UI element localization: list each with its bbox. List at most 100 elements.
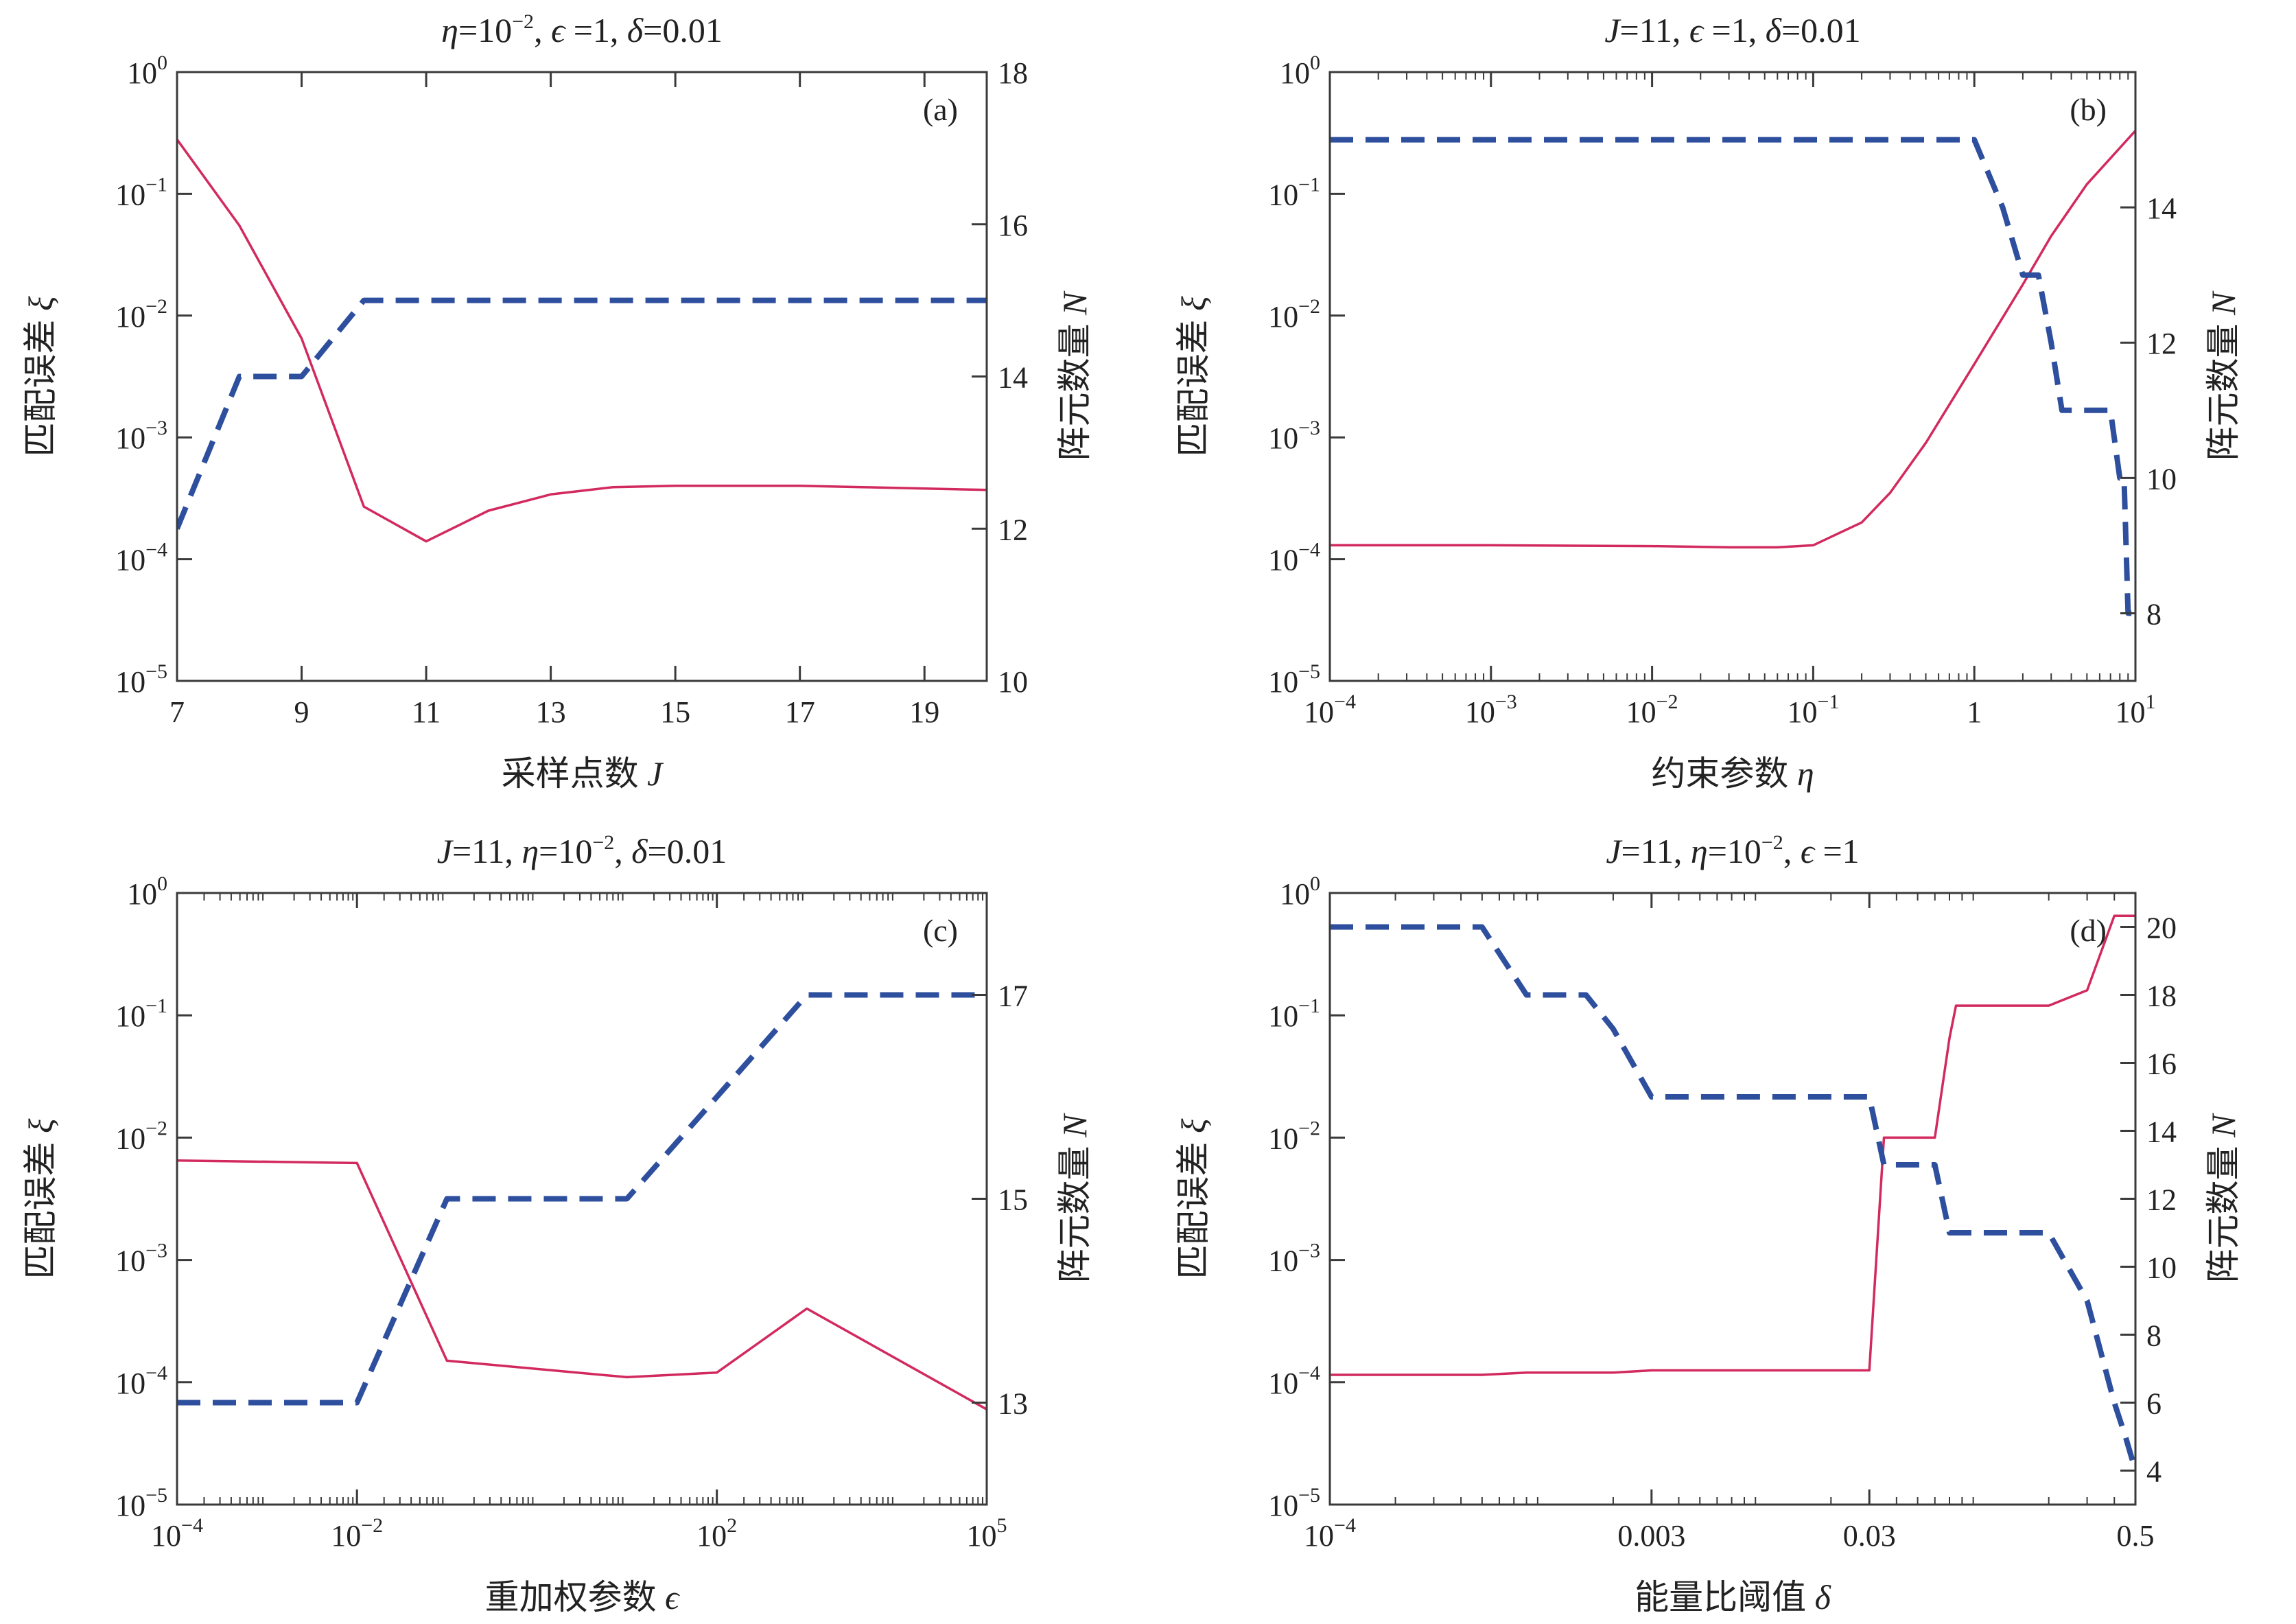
series-line-n-count-1	[1330, 924, 2135, 1472]
y-right-tick-label: 13	[998, 1387, 1028, 1421]
x-tick-label: 102	[696, 1514, 737, 1553]
x-tick-label: 10−2	[331, 1514, 383, 1553]
y-right-axis-label: 阵元数量 N	[1055, 1113, 1094, 1284]
series-line-n-count-1	[177, 297, 987, 530]
x-tick-label: 1	[1967, 695, 1982, 729]
x-tick-label: 10−4	[1304, 691, 1356, 729]
x-axis-label: 能量比阈值 δ	[1635, 1578, 1831, 1616]
x-tick-label: 10−1	[1787, 691, 1839, 729]
x-tick-label: 19	[909, 695, 939, 729]
y-left-axis-label: 匹配误差 ξ	[1174, 1118, 1213, 1279]
chart-panel-a: 7 9 11 13 15 17 19 100 10−1 10−2 10−3 10−4 10−5 10 12 1…	[21, 10, 1094, 793]
panel-label: (a)	[923, 92, 958, 127]
y-left-tick-label: 10−4	[1268, 539, 1320, 577]
series-line-error-0	[177, 1159, 987, 1411]
x-tick-label: 0.03	[1843, 1519, 1896, 1553]
y-right-tick-label: 18	[2146, 979, 2177, 1013]
y-left-tick-label: 10−1	[1268, 995, 1320, 1033]
x-axis-label: 重加权参数 ϵ	[485, 1578, 681, 1616]
series-line-n-count-1	[177, 992, 987, 1406]
panel-title: J=11, η=10−2, ϵ =1	[1606, 831, 1859, 870]
chart-panel-d: 10−4 0.003 0.03 0.510010−110−210−310−410−54…	[1174, 831, 2242, 1616]
y-right-axis-label: 阵元数量 N	[2204, 290, 2242, 461]
x-tick-label: 11	[412, 695, 441, 729]
y-right-tick-label: 14	[998, 361, 1028, 395]
y-left-tick-label: 10−4	[115, 539, 167, 577]
x-tick-label: 101	[2116, 691, 2156, 729]
chart-panel-b: 10−4 10−3 10−2 10−1 1 10110010−110−210−310−41…	[1174, 11, 2242, 793]
panel-title: η=10−2, ϵ =1, δ=0.01	[441, 10, 723, 49]
x-tick-label: 10−2	[1626, 691, 1678, 729]
y-right-axis-label: 阵元数量 N	[2204, 1113, 2242, 1284]
y-left-tick-label: 10−3	[1268, 417, 1320, 455]
y-left-tick-label: 100	[1280, 872, 1320, 911]
y-left-tick-label: 10−1	[115, 995, 167, 1033]
y-right-tick-label: 12	[2146, 1183, 2177, 1217]
x-tick-label: 105	[967, 1514, 1007, 1553]
y-left-tick-label: 10−5	[1268, 1484, 1320, 1522]
series-line-error-0	[1330, 914, 2135, 1376]
y-right-tick-label: 15	[998, 1183, 1028, 1217]
y-right-tick-label: 10	[998, 665, 1028, 699]
panel-title: J=11, ϵ =1, δ=0.01	[1604, 11, 1860, 49]
y-left-tick-label: 10−4	[115, 1362, 167, 1400]
series-group	[1330, 130, 2135, 616]
y-left-tick-label: 10−3	[115, 1240, 167, 1278]
y-right-tick-label: 16	[998, 209, 1028, 242]
y-right-tick-label: 14	[2146, 192, 2177, 225]
panel-label: (d)	[2070, 913, 2107, 948]
y-right-tick-label: 16	[2146, 1047, 2177, 1081]
x-tick-label: 17	[785, 695, 815, 729]
y-right-tick-label: 8	[2146, 1319, 2162, 1353]
x-tick-label: 0.003	[1617, 1519, 1685, 1553]
y-left-tick-label: 100	[127, 51, 167, 90]
x-tick-label: 10−4	[1304, 1514, 1356, 1553]
y-left-tick-label: 10−3	[115, 417, 167, 455]
y-left-tick-label: 10−1	[115, 173, 167, 211]
chart-panel-c: 10−4 10−2 102 10510010−110−210−310−410−5131…	[21, 831, 1094, 1616]
y-left-tick-label: 100	[1280, 51, 1320, 90]
x-tick-label: 7	[169, 695, 185, 729]
series-group	[1330, 914, 2135, 1472]
y-right-tick-label: 17	[998, 979, 1028, 1013]
y-right-axis-label: 阵元数量 N	[1055, 290, 1094, 461]
x-tick-label: 9	[294, 695, 309, 729]
x-tick-label: 0.5	[2117, 1519, 2155, 1553]
y-right-tick-label: 14	[2146, 1115, 2177, 1149]
y-left-tick-label: 10−3	[1268, 1240, 1320, 1278]
y-left-tick-label: 10−5	[1268, 660, 1320, 699]
y-left-tick-label: 10−2	[1268, 295, 1320, 334]
panel-title: J=11, η=10−2, δ=0.01	[437, 831, 727, 870]
series-group	[177, 139, 987, 543]
y-right-tick-label: 18	[998, 56, 1028, 90]
x-axis-label: 采样点数 J	[502, 754, 665, 793]
panel-label: (c)	[923, 913, 958, 948]
y-right-tick-label: 10	[2146, 1251, 2177, 1285]
y-left-axis-label: 匹配误差 ξ	[21, 1118, 60, 1279]
x-tick-label: 10−4	[151, 1514, 203, 1553]
x-tick-label: 15	[660, 695, 690, 729]
y-left-axis-label: 匹配误差 ξ	[21, 296, 60, 457]
y-right-tick-label: 10	[2146, 462, 2177, 496]
series-line-n-count-1	[1330, 137, 2135, 616]
y-left-tick-label: 10−2	[1268, 1117, 1320, 1155]
y-right-tick-label: 6	[2146, 1387, 2162, 1421]
series-line-error-0	[177, 139, 987, 543]
y-left-tick-label: 10−1	[1268, 173, 1320, 211]
y-left-tick-label: 10−5	[115, 660, 167, 699]
y-right-tick-label: 12	[2146, 327, 2177, 360]
y-left-axis-label: 匹配误差 ξ	[1174, 296, 1213, 457]
y-left-tick-label: 100	[127, 872, 167, 911]
x-axis-label: 约束参数 η	[1651, 754, 1814, 793]
y-right-tick-label: 8	[2146, 597, 2162, 631]
y-left-tick-label: 10−5	[115, 1484, 167, 1522]
y-left-tick-label: 10−4	[1268, 1362, 1320, 1400]
y-right-tick-label: 4	[2146, 1455, 2162, 1489]
series-line-error-0	[1330, 130, 2135, 549]
plot-frame	[1328, 71, 2137, 682]
x-tick-label: 10−3	[1465, 691, 1517, 729]
y-right-tick-label: 20	[2146, 912, 2177, 945]
plot-frame	[1328, 892, 2137, 1506]
x-tick-label: 13	[536, 695, 566, 729]
